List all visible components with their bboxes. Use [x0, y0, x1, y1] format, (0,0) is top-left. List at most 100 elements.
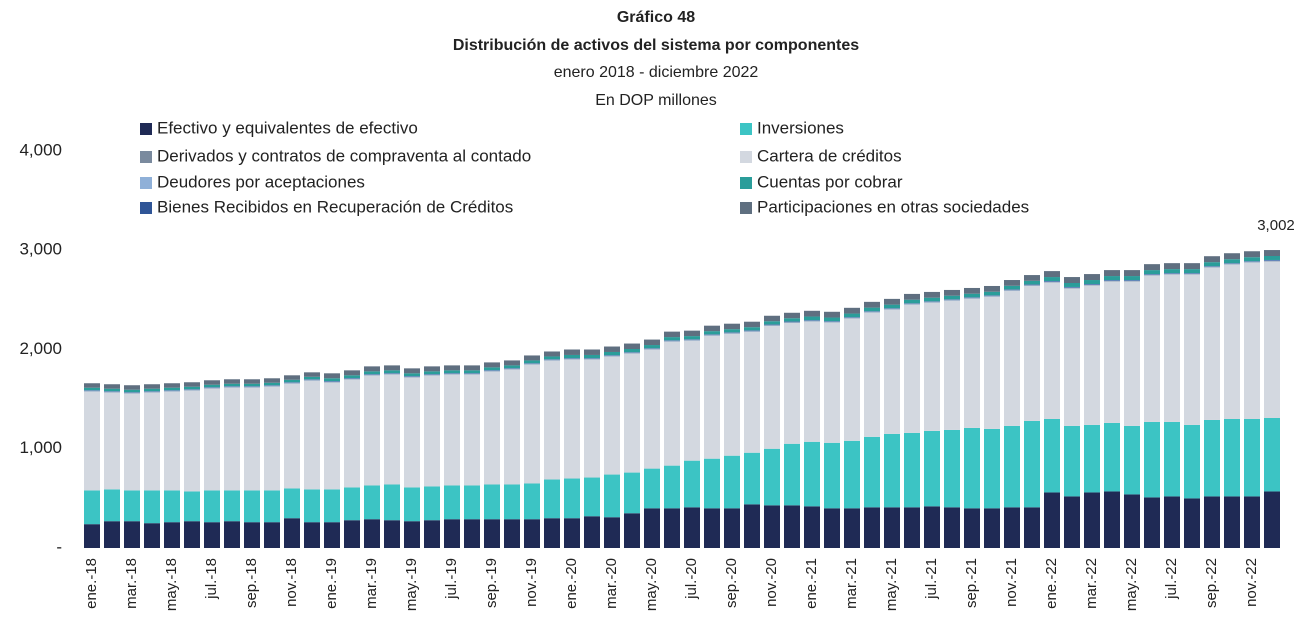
bar-segment	[1244, 251, 1260, 258]
bar-segment	[124, 393, 140, 491]
bar-segment	[404, 368, 420, 374]
bar-segment	[1004, 280, 1020, 286]
y-tick-label: 1,000	[19, 438, 62, 457]
bar-segment	[164, 490, 180, 523]
bar-segment	[524, 364, 540, 484]
bar-segment	[764, 325, 780, 449]
bar-segment	[364, 375, 380, 486]
bar-segment	[1224, 263, 1240, 265]
chart-subtitle: Distribución de activos del sistema por …	[453, 37, 859, 54]
x-tick-label: mar.-18	[123, 558, 140, 609]
bar-segment	[224, 379, 240, 384]
bar-segment	[384, 484, 400, 521]
bar-segment	[704, 508, 720, 548]
x-tick-label: mar.-20	[603, 558, 620, 609]
bar-segment	[1204, 266, 1220, 268]
bar-segment	[264, 385, 280, 387]
bar-segment	[284, 488, 300, 519]
bar-segment	[1264, 417, 1280, 492]
bar-segment	[124, 521, 140, 548]
bar-segment	[844, 508, 860, 548]
bar-segment	[1064, 283, 1080, 287]
x-tick-label: nov.-20	[763, 558, 780, 607]
bar-segment	[664, 337, 680, 341]
bar-segment	[144, 391, 160, 393]
bar-segment	[124, 389, 140, 393]
bar-segment	[624, 343, 640, 350]
bar-segment	[164, 383, 180, 388]
bar-segment	[1004, 289, 1020, 291]
bar-segment	[804, 321, 820, 442]
bar-segment	[324, 381, 340, 383]
bar-segment	[764, 321, 780, 325]
bar-segment	[964, 508, 980, 548]
bar-segment	[584, 477, 600, 517]
bar-segment	[184, 491, 200, 522]
bar-segment	[904, 293, 920, 300]
bar-segment	[1124, 280, 1140, 282]
bar-segment	[1024, 280, 1040, 285]
x-tick-label: jul.-22	[1163, 558, 1180, 600]
legend-swatch	[740, 151, 752, 163]
bar-segment	[844, 317, 860, 319]
bar-segment	[224, 521, 240, 548]
bar-segment	[884, 308, 900, 310]
bar-segment	[1044, 492, 1060, 548]
bar-segment	[1104, 276, 1120, 281]
bar-segment	[84, 383, 100, 388]
bar-segment	[584, 354, 600, 359]
bar-segment	[624, 513, 640, 548]
bar-segment	[604, 355, 620, 357]
bar-segment	[744, 504, 760, 548]
legend-label: Deudores por aceptaciones	[157, 172, 365, 191]
bar-segment	[804, 320, 820, 322]
bar-segment	[824, 442, 840, 509]
bar-segment	[364, 374, 380, 376]
bar-segment	[704, 325, 720, 332]
bar-segment	[1204, 496, 1220, 548]
bar-segment	[984, 508, 1000, 548]
bar-segment	[904, 304, 920, 433]
bar-segment	[444, 374, 460, 486]
bar-segment	[224, 386, 240, 388]
bar-segment	[404, 376, 420, 378]
bar-segment	[704, 458, 720, 509]
bar-segment	[1244, 261, 1260, 263]
legend-label: Cuentas por cobrar	[757, 172, 903, 191]
x-tick-label: ene.-19	[323, 558, 340, 609]
bar-segment	[984, 295, 1000, 297]
x-tick-label: sep.-20	[723, 558, 740, 608]
bar-segment	[324, 378, 340, 382]
bar-segment	[864, 301, 880, 308]
bar-segment	[1004, 290, 1020, 426]
bar-segment	[84, 490, 100, 525]
bar-segment	[104, 392, 120, 490]
bar-segment	[324, 373, 340, 379]
bar-segment	[504, 519, 520, 548]
bar-segment	[944, 429, 960, 508]
bar-segment	[844, 440, 860, 509]
bar-segment	[504, 369, 520, 485]
bar-segment	[104, 521, 120, 548]
x-tick-label: sep.-21	[963, 558, 980, 608]
bar-segment	[764, 315, 780, 322]
bar-segment	[804, 316, 820, 321]
bar-segment	[744, 330, 760, 332]
bar-segment	[1024, 420, 1040, 508]
bar-segment	[444, 365, 460, 371]
bar-segment	[544, 360, 560, 480]
bar-segment	[784, 505, 800, 548]
bar-segment	[744, 452, 760, 505]
bar-segment	[1204, 262, 1220, 267]
bar-segment	[1004, 285, 1020, 290]
bar-segment	[1204, 419, 1220, 497]
bar-segment	[1264, 260, 1280, 262]
bar-segment	[824, 508, 840, 548]
bar-segment	[444, 370, 460, 374]
bar-segment	[544, 359, 560, 361]
bar-segment	[1044, 277, 1060, 282]
x-tick-label: mar.-22	[1083, 558, 1100, 609]
bar-segment	[1064, 425, 1080, 497]
bar-segment	[424, 366, 440, 372]
bar-segment	[364, 519, 380, 548]
